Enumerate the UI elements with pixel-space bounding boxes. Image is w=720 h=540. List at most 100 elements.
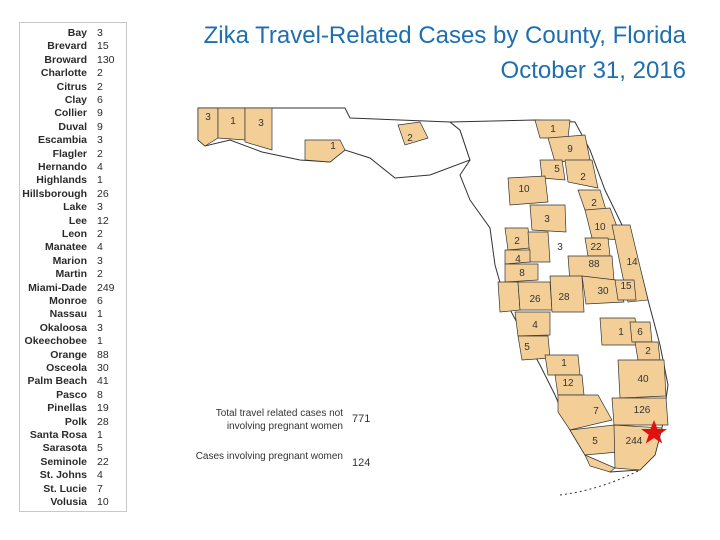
county-row: Santa Rosa 1 <box>20 429 126 443</box>
county-value: 6 <box>97 94 103 106</box>
county-pasco <box>504 263 539 283</box>
county-row: Okeechobee 1 <box>20 335 126 349</box>
county-name: Lake <box>63 201 87 214</box>
county-value: 3 <box>97 201 103 214</box>
map-title: Zika Travel-Related Cases by County, Flo… <box>203 22 686 49</box>
county-row: Polk 28 <box>20 416 126 430</box>
county-palm-beach <box>617 359 667 399</box>
county-row: Escambia 3 <box>20 134 126 148</box>
map-case-label: 4 <box>532 320 538 331</box>
map-case-label: 1 <box>330 141 336 152</box>
county-row: Charlotte 2 <box>20 67 126 81</box>
county-row: Collier 9 <box>20 107 126 121</box>
county-value: 2 <box>97 80 103 93</box>
county-value: 1 <box>97 429 103 441</box>
county-name: Okaloosa <box>39 321 87 334</box>
map-case-label: 9 <box>567 144 573 155</box>
map-case-label: 12 <box>562 378 574 389</box>
map-case-label: 15 <box>620 281 632 292</box>
county-name: Hernando <box>37 161 87 173</box>
map-case-label: 244 <box>626 436 643 447</box>
florida-keys <box>559 469 641 496</box>
map-case-label: 3 <box>258 118 264 129</box>
county-name: Volusia <box>50 496 87 508</box>
map-case-label: 2 <box>645 346 651 357</box>
county-indian-river <box>614 279 637 301</box>
county-value: 4 <box>97 161 103 173</box>
county-row: Broward 130 <box>20 54 126 68</box>
county-name: Osceola <box>46 362 87 374</box>
county-value: 30 <box>97 362 109 374</box>
county-row: Pinellas 19 <box>20 402 126 416</box>
map-case-label: 2 <box>591 198 597 209</box>
county-value: 41 <box>97 375 109 388</box>
county-name: Nassau <box>49 308 87 321</box>
county-value: 2 <box>97 67 103 80</box>
non-pregnant-cases-value: 771 <box>352 413 371 425</box>
map-case-label: 26 <box>529 294 541 305</box>
county-name: St. Johns <box>39 469 87 482</box>
county-value: 2 <box>97 228 103 240</box>
map-case-label: 28 <box>558 292 570 303</box>
map-case-label: 10 <box>518 184 530 195</box>
county-value: 9 <box>97 107 103 120</box>
county-value: 7 <box>97 482 103 495</box>
county-row: Volusia 10 <box>20 496 126 510</box>
county-row: Okaloosa 3 <box>20 322 126 336</box>
county-name: Martin <box>55 268 88 281</box>
map-case-label: 3 <box>544 214 550 225</box>
non-pregnant-cases-label: Total travel related cases not involving… <box>215 408 343 432</box>
map-case-label: 7 <box>593 406 599 417</box>
county-name: Okeechobee <box>24 335 87 348</box>
county-row: Lee 12 <box>20 215 126 229</box>
county-name: Brevard <box>47 40 87 53</box>
county-name: Manatee <box>44 241 87 254</box>
county-name: St. Lucie <box>43 482 87 495</box>
county-name: Leon <box>61 228 87 240</box>
county-name: Escambia <box>37 134 87 147</box>
map-case-label: 2 <box>580 172 586 183</box>
county-value: 3 <box>97 27 103 39</box>
county-clay <box>539 159 566 181</box>
county-value: 3 <box>97 254 103 267</box>
county-monroe <box>584 454 616 473</box>
county-value: 9 <box>97 120 103 133</box>
county-name: Duval <box>58 120 87 133</box>
county-name: Hillsborough <box>22 187 87 200</box>
county-manatee <box>514 311 551 337</box>
map-date: October 31, 2016 <box>500 57 686 84</box>
county-row: Marion 3 <box>20 255 126 269</box>
county-row: Sarasota 5 <box>20 442 126 456</box>
county-row: Palm Beach 41 <box>20 375 126 389</box>
map-case-label: 3 <box>205 112 211 123</box>
map-case-label: 2 <box>514 236 520 247</box>
county-okaloosa <box>244 107 273 151</box>
county-value: 130 <box>97 53 115 66</box>
map-case-label: 5 <box>554 164 560 175</box>
county-name: Marion <box>52 254 87 267</box>
map-case-label: 4 <box>515 254 521 265</box>
county-row: Brevard 15 <box>20 40 126 54</box>
county-name: Flagler <box>52 147 87 160</box>
county-row: Leon 2 <box>20 228 126 242</box>
county-name: Pasco <box>56 388 87 401</box>
county-row: St. Lucie 7 <box>20 483 126 497</box>
county-name: Highlands <box>36 174 87 187</box>
county-name: Bay <box>67 27 87 39</box>
county-broward <box>611 397 669 426</box>
county-value: 3 <box>97 321 103 334</box>
map-case-label: 1 <box>561 358 567 369</box>
county-value: 249 <box>97 281 115 294</box>
county-name: Sarasota <box>42 442 87 455</box>
county-row: Martin 2 <box>20 268 126 282</box>
county-value: 4 <box>97 241 103 254</box>
county-value: 15 <box>97 40 109 53</box>
county-row: Miami-Dade 249 <box>20 282 126 296</box>
affected-counties <box>197 107 669 473</box>
map-case-label: 10 <box>594 222 606 233</box>
county-row: Nassau 1 <box>20 308 126 322</box>
county-name: Pinellas <box>47 402 87 415</box>
county-row: Duval 9 <box>20 121 126 135</box>
county-marion <box>507 175 549 206</box>
